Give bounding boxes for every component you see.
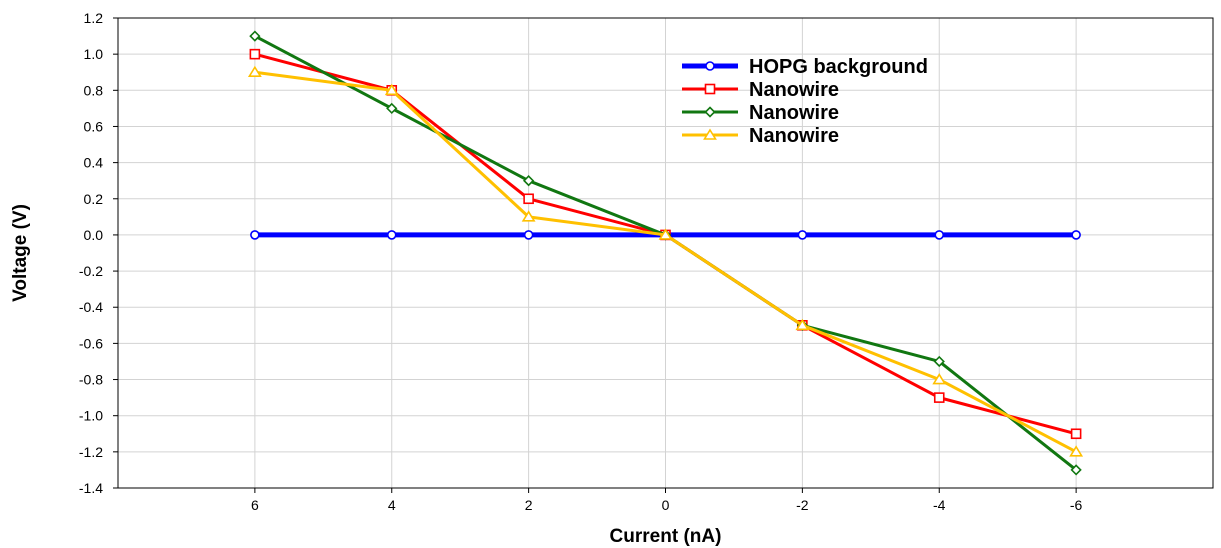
legend-entry: Nanowire — [682, 102, 839, 124]
data-point — [933, 392, 945, 403]
data-point — [250, 230, 260, 240]
x-tick-label: -2 — [796, 497, 809, 513]
data-point — [523, 193, 534, 205]
y-tick-label: -0.8 — [79, 372, 103, 388]
legend-marker — [703, 128, 717, 140]
x-tick-label: -4 — [933, 497, 946, 513]
legend-marker — [704, 83, 716, 95]
data-point — [249, 30, 261, 42]
y-tick-label: 0.0 — [84, 227, 104, 243]
grid-lines — [118, 17, 1213, 489]
legend-marker — [705, 61, 715, 71]
x-tick-label: 4 — [388, 497, 396, 513]
data-point — [249, 48, 261, 60]
legend-label: Nanowire — [749, 102, 839, 124]
y-tick-label: -0.4 — [79, 299, 103, 315]
y-tick-label: -1.2 — [79, 444, 103, 460]
y-tick-label: 0.6 — [84, 118, 104, 134]
series-3 — [247, 65, 1084, 457]
data-point — [797, 230, 808, 240]
data-point — [795, 318, 810, 331]
data-point — [933, 355, 945, 368]
y-tick-label: 1.2 — [84, 10, 104, 26]
data-point — [386, 102, 398, 115]
legend-label: Nanowire — [749, 125, 839, 147]
legend-entry: HOPG background — [682, 56, 928, 78]
data-point — [1071, 230, 1081, 240]
data-point — [1070, 464, 1082, 476]
legend-entry: Nanowire — [682, 125, 839, 147]
y-tick-label: -1.0 — [79, 408, 103, 424]
x-axis-title: Current (nA) — [610, 526, 722, 547]
data-point — [522, 175, 535, 187]
legend-label: Nanowire — [749, 79, 839, 101]
y-tick-label: -0.2 — [79, 263, 103, 279]
legend-entry: Nanowire — [682, 79, 839, 101]
x-tick-label: 0 — [662, 497, 670, 513]
y-tick-label: 0.4 — [84, 155, 104, 171]
data-point — [1070, 428, 1082, 440]
x-axis-ticks: 6 4 2 0 -2 -4 -6 — [251, 488, 1083, 513]
x-tick-label: -6 — [1070, 497, 1083, 513]
data-point — [658, 228, 673, 240]
y-axis-ticks: 1.2 1.0 0.8 0.6 0.4 0.2 0.0 -0.2 -0.4 -0.6 -0.8 -1.… — [79, 10, 118, 496]
y-tick-label: 0.2 — [84, 191, 104, 207]
x-tick-label: 6 — [251, 497, 259, 513]
data-point — [386, 230, 397, 240]
data-point — [932, 373, 947, 385]
y-tick-label: 1.0 — [84, 46, 104, 62]
legend-marker — [704, 106, 716, 118]
data-point — [934, 230, 945, 240]
data-point — [247, 65, 262, 78]
y-tick-label: 0.8 — [84, 82, 104, 98]
x-tick-label: 2 — [525, 497, 533, 513]
data-point — [523, 230, 534, 240]
y-tick-label: -1.4 — [79, 480, 103, 496]
data-point — [1069, 445, 1084, 457]
y-axis-title: Voltage (V) — [10, 204, 31, 302]
data-point — [384, 83, 399, 96]
data-point — [521, 210, 536, 222]
series-layer — [247, 30, 1084, 476]
legend-label: HOPG background — [749, 56, 928, 78]
y-tick-label: -0.6 — [79, 335, 103, 351]
